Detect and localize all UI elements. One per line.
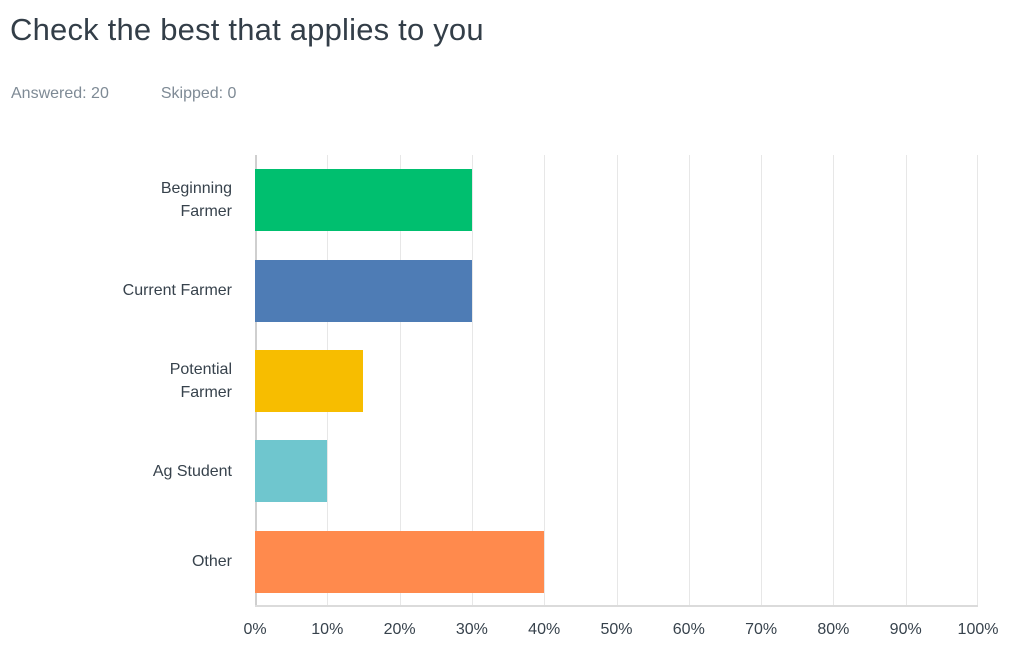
bar-ag-student[interactable] <box>255 440 328 503</box>
x-tick-label: 40% <box>528 621 561 638</box>
gridline <box>472 155 473 605</box>
x-tick-label: 90% <box>889 621 922 638</box>
x-tick-label: 10% <box>311 621 344 638</box>
chart-row: Other <box>0 517 1031 607</box>
x-tick-label: 80% <box>817 621 850 638</box>
gridline <box>400 155 401 605</box>
chart-row: Potential Farmer <box>0 336 1031 426</box>
gridline <box>977 155 978 605</box>
category-label: Other <box>191 553 232 571</box>
category-label: Current Farmer <box>122 281 232 299</box>
x-tick-label: 0% <box>243 621 267 638</box>
chart-row: Beginning Farmer <box>0 155 1031 245</box>
bar-potential-farmer[interactable] <box>255 349 364 412</box>
skipped-count: Skipped: 0 <box>160 85 237 102</box>
gridline <box>544 155 545 605</box>
gridline <box>906 155 907 605</box>
gridline <box>689 155 690 605</box>
page-title: Check the best that applies to you <box>10 12 484 47</box>
chart-row: Ag Student <box>0 426 1031 516</box>
x-tick-label: 70% <box>745 621 778 638</box>
response-stats: Answered: 20 Skipped: 0 <box>11 85 236 103</box>
category-label: Potential Farmer <box>169 360 232 401</box>
category-label: Beginning Farmer <box>160 180 232 221</box>
bar-beginning-farmer[interactable] <box>255 169 472 232</box>
bar-other[interactable] <box>255 530 545 593</box>
gridline <box>761 155 762 605</box>
x-tick-label: 30% <box>455 621 488 638</box>
x-tick-label: 20% <box>383 621 416 638</box>
bar-current-farmer[interactable] <box>255 259 472 322</box>
chart-row: Current Farmer <box>0 245 1031 335</box>
x-tick-label: 50% <box>600 621 633 638</box>
gridline <box>617 155 618 605</box>
x-tick-label: 60% <box>672 621 705 638</box>
x-tick-label: 100% <box>957 621 999 638</box>
gridline <box>833 155 834 605</box>
category-label: Ag Student <box>152 462 232 480</box>
bar-chart: 0% 10% 20% 30% 40% 50% 60% 70% 80% 90% 100% Beginni… <box>0 155 1031 662</box>
answered-count: Answered: 20 <box>11 85 109 102</box>
